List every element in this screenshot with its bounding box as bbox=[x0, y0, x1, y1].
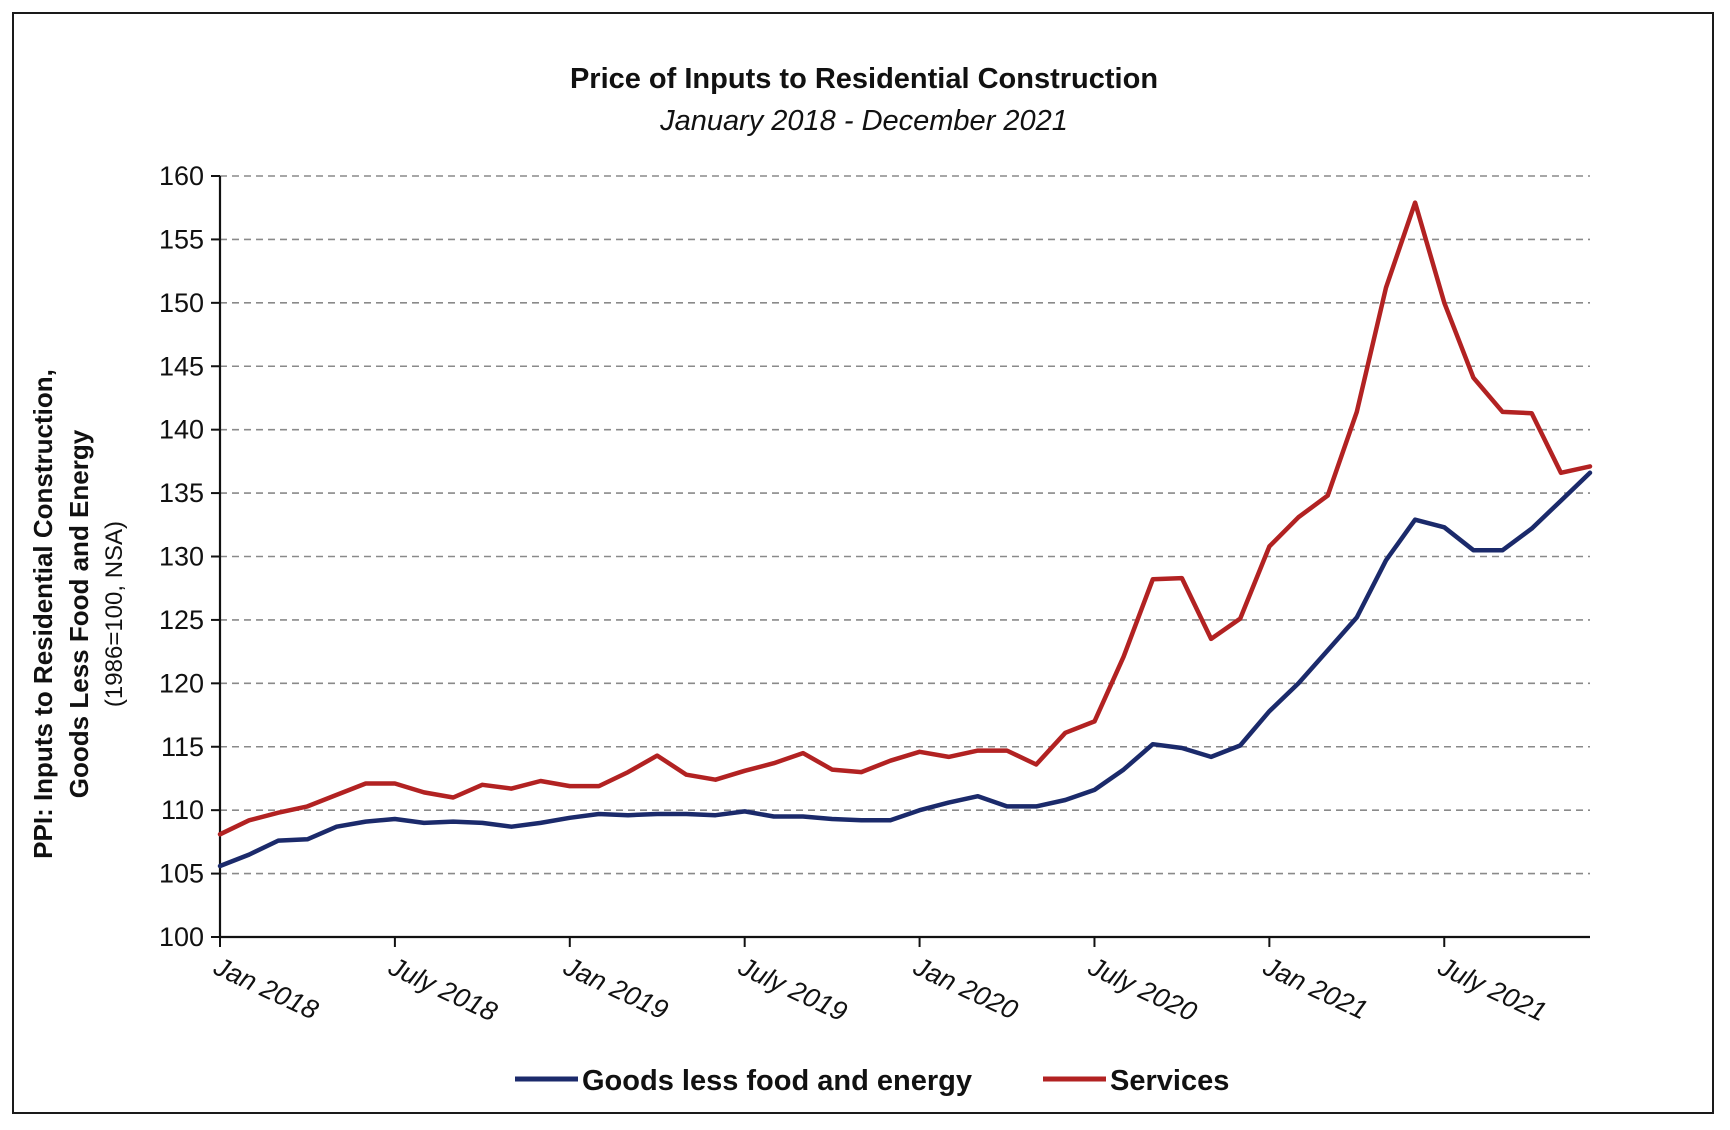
y-tick-label: 130 bbox=[159, 542, 204, 572]
y-tick-label: 160 bbox=[159, 161, 204, 191]
x-tick-label: Jan 2020 bbox=[908, 951, 1022, 1026]
series-lines bbox=[217, 200, 1593, 869]
x-tick-label: July 2019 bbox=[733, 951, 851, 1027]
x-tick-label: Jan 2019 bbox=[558, 951, 672, 1026]
legend-label-goods: Goods less food and energy bbox=[582, 1065, 972, 1097]
y-tick-labels: 100 105 110 115 120 125 130 135 140 145 150 155 160 bbox=[159, 161, 204, 952]
y-tick-label: 105 bbox=[159, 859, 204, 889]
y-tick-label: 150 bbox=[159, 288, 204, 318]
y-tick-label: 140 bbox=[159, 415, 204, 445]
y-tick-label: 125 bbox=[159, 605, 204, 635]
y-tick-label: 155 bbox=[159, 224, 204, 254]
x-tick-label: Jan 2021 bbox=[1258, 951, 1372, 1026]
chart-frame bbox=[12, 12, 1714, 1114]
y-tick-label: 100 bbox=[159, 922, 204, 952]
y-tick-label: 120 bbox=[159, 668, 204, 698]
y-tick-label: 115 bbox=[161, 732, 204, 762]
y-axis-label-line1: PPI: Inputs to Residential Construction, bbox=[28, 369, 58, 859]
y-axis-label-line2: Goods Less Food and Energy bbox=[64, 429, 94, 798]
x-tick-label: July 2018 bbox=[383, 951, 501, 1027]
x-tick-labels: Jan 2018 July 2018 Jan 2019 July 2019 Jan 20… bbox=[209, 951, 1552, 1027]
x-tick-label: Jan 2018 bbox=[209, 951, 323, 1026]
y-tick-label: 110 bbox=[161, 795, 204, 825]
axes bbox=[211, 175, 1590, 947]
series-line-services bbox=[217, 200, 1593, 837]
y-axis-label-line3: (1986=100, NSA) bbox=[101, 521, 128, 707]
chart-title: Price of Inputs to Residential Construct… bbox=[570, 63, 1158, 95]
y-axis-label: PPI: Inputs to Residential Construction,… bbox=[28, 369, 128, 859]
x-tick-label: July 2020 bbox=[1083, 951, 1201, 1027]
legend: Goods less food and energy Services bbox=[515, 1065, 1229, 1097]
chart-subtitle: January 2018 - December 2021 bbox=[659, 105, 1068, 137]
y-tick-label: 135 bbox=[159, 478, 204, 508]
x-tick-label: July 2021 bbox=[1433, 951, 1551, 1027]
y-tick-label: 145 bbox=[159, 351, 204, 381]
gridlines bbox=[220, 175, 1590, 875]
legend-label-services: Services bbox=[1110, 1065, 1229, 1097]
series-line-goods bbox=[217, 470, 1593, 869]
